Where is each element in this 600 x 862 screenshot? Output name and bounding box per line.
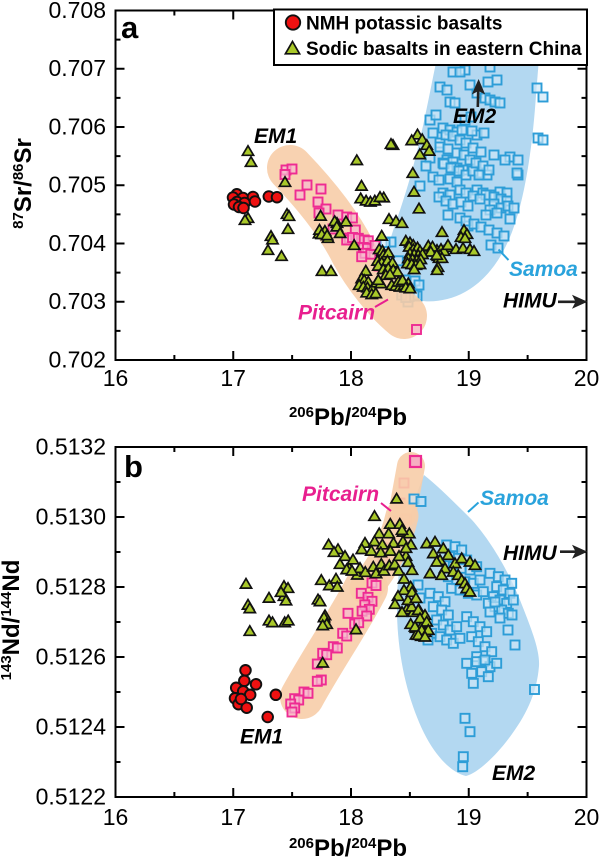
svg-text:NMH potassic basalts: NMH potassic basalts [306,14,502,35]
svg-text:Samoa: Samoa [509,258,578,281]
svg-text:0.702: 0.702 [48,347,106,373]
svg-text:18: 18 [338,804,364,830]
svg-text:0.5126: 0.5126 [36,644,106,670]
svg-text:20: 20 [574,804,600,830]
svg-text:0.5128: 0.5128 [36,574,106,600]
svg-text:Sodic basalts in eastern China: Sodic basalts in eastern China [306,39,582,60]
svg-text:0.5124: 0.5124 [36,714,107,740]
svg-text:143Nd/144Nd: 143Nd/144Nd [0,560,25,681]
svg-text:0.5122: 0.5122 [36,784,106,810]
svg-text:0.5130: 0.5130 [36,504,106,530]
svg-text:b: b [124,449,143,484]
svg-text:17: 17 [220,365,246,391]
svg-text:a: a [121,10,139,45]
svg-text:Samoa: Samoa [480,487,549,510]
svg-text:EM1: EM1 [254,125,297,148]
svg-text:19: 19 [456,804,482,830]
svg-text:206Pb/204Pb: 206Pb/204Pb [289,835,407,862]
svg-text:0.707: 0.707 [48,55,106,81]
svg-text:16: 16 [103,804,129,830]
svg-text:87Sr/86Sr: 87Sr/86Sr [10,138,37,229]
svg-text:0.703: 0.703 [48,288,106,314]
svg-text:Pitcairn: Pitcairn [298,302,375,325]
svg-text:206Pb/204Pb: 206Pb/204Pb [289,404,407,431]
svg-text:0.708: 0.708 [48,0,106,23]
svg-text:EM2: EM2 [453,105,497,128]
svg-text:0.706: 0.706 [48,114,106,140]
svg-text:EM2: EM2 [492,762,536,785]
svg-text:HIMU: HIMU [503,542,557,565]
svg-text:EM1: EM1 [240,726,283,749]
svg-text:HIMU: HIMU [503,290,557,313]
svg-text:20: 20 [574,365,600,391]
svg-text:0.705: 0.705 [48,172,106,198]
svg-text:0.704: 0.704 [48,230,106,256]
svg-text:0.5132: 0.5132 [36,434,106,460]
svg-text:16: 16 [103,365,129,391]
svg-text:19: 19 [456,365,482,391]
svg-text:18: 18 [338,365,364,391]
svg-text:Pitcairn: Pitcairn [302,483,379,506]
svg-text:17: 17 [220,804,246,830]
